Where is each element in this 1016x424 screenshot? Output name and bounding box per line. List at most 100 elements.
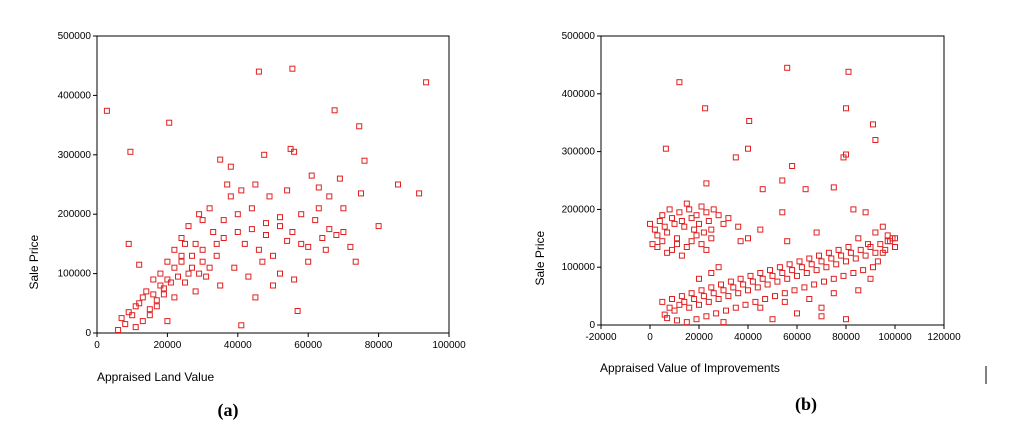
- scatter-point: [698, 287, 705, 294]
- scatter-point: [688, 238, 695, 245]
- scatter-point: [166, 119, 173, 126]
- scatter-point: [700, 229, 707, 236]
- scatter-point: [759, 186, 766, 193]
- panel-label: (a): [218, 400, 239, 421]
- scatter-point: [664, 249, 671, 256]
- x-tick-label: -20000: [585, 332, 617, 343]
- scatter-point: [838, 252, 845, 259]
- scatter-point: [720, 319, 727, 326]
- scatter-point: [784, 275, 791, 282]
- scatter-point: [125, 309, 132, 316]
- scatter-point: [874, 258, 881, 265]
- scatter-point: [710, 290, 717, 297]
- scatter-point: [678, 293, 685, 300]
- scatter-point: [865, 241, 871, 248]
- scatter-point: [103, 107, 110, 114]
- scatter-point: [813, 229, 820, 236]
- scatter-point: [669, 296, 675, 302]
- scatter-point: [862, 209, 869, 216]
- scatter-point: [705, 218, 712, 224]
- y-tick-label: 400000: [58, 90, 92, 101]
- scatter-point: [333, 232, 340, 238]
- scatter-point: [735, 223, 742, 230]
- scatter-point: [696, 220, 702, 227]
- scatter-point: [884, 232, 891, 239]
- scatter-point: [676, 301, 683, 308]
- scatter-point: [238, 322, 245, 329]
- y-tick-label: 0: [85, 328, 91, 339]
- scatter-point: [252, 294, 259, 301]
- scatter-point: [654, 244, 661, 250]
- scatter-point: [270, 282, 276, 289]
- scatter-point: [696, 301, 702, 308]
- scatter-point: [737, 238, 744, 245]
- scatter-point: [178, 235, 185, 241]
- scatter-point: [727, 278, 734, 285]
- scatter-point: [647, 220, 653, 227]
- scatter-point: [196, 211, 203, 218]
- y-tick-label: 0: [589, 320, 595, 331]
- y-tick-label: 300000: [58, 150, 92, 161]
- scatter-point: [713, 310, 720, 317]
- scatter-point: [678, 218, 685, 224]
- scatter-point: [255, 68, 262, 75]
- scatter-point: [686, 304, 693, 311]
- y-tick-label: 300000: [562, 147, 596, 158]
- scatter-point: [801, 284, 808, 291]
- scatter-point: [227, 193, 234, 200]
- scatter-point: [821, 278, 827, 285]
- scatter-point: [791, 287, 798, 294]
- scatter-point: [735, 290, 742, 297]
- chart-panel-b: -20000 0 20000 40000 60000 80000 100000 1200000…: [533, 31, 961, 415]
- scatter-point: [255, 246, 262, 253]
- scatter-point: [691, 226, 698, 233]
- scatter-point: [850, 270, 857, 276]
- scatter-point: [847, 249, 854, 256]
- scatter-point: [139, 294, 146, 301]
- scatter-point: [860, 267, 867, 274]
- scatter-point: [127, 148, 134, 155]
- scatter-point: [146, 306, 153, 313]
- scatter-point: [238, 187, 245, 194]
- scatter-point: [840, 272, 847, 279]
- scatter-point: [862, 252, 869, 259]
- scatter-point: [192, 240, 199, 247]
- scatter-point: [312, 217, 319, 224]
- scatter-point: [835, 246, 842, 253]
- scatter-point: [828, 255, 835, 262]
- scatter-point: [125, 240, 132, 247]
- x-tick-label: 0: [94, 340, 100, 351]
- scatter-point: [855, 235, 862, 242]
- scatter-point: [732, 304, 739, 311]
- scatter-point: [798, 264, 805, 271]
- scatter-point: [710, 206, 717, 213]
- scatter-point: [703, 313, 710, 320]
- scatter-point: [806, 255, 813, 262]
- scatter-point: [845, 244, 852, 250]
- scatter-point: [178, 252, 185, 259]
- scatter-point: [757, 270, 764, 276]
- scatter-point: [284, 237, 291, 244]
- scatter-point: [892, 244, 898, 250]
- scatter-point: [830, 184, 837, 191]
- scatter-point: [248, 226, 255, 233]
- scatter-point: [872, 249, 879, 256]
- scatter-point: [375, 223, 382, 230]
- scatter-point: [784, 238, 791, 245]
- scatter-point: [664, 229, 671, 236]
- scatter-point: [220, 235, 227, 241]
- scatter-point: [231, 264, 238, 271]
- scatter-point: [747, 272, 754, 279]
- scatter-point: [857, 246, 864, 253]
- scatter-point: [331, 107, 338, 114]
- scatter-point: [651, 226, 658, 233]
- scatter-point: [708, 235, 715, 242]
- scatter-point: [217, 156, 224, 163]
- scatter-point: [315, 205, 322, 212]
- scatter-point: [808, 261, 815, 268]
- scatter-point: [843, 316, 849, 323]
- y-axis-label: Sale Price: [27, 234, 41, 289]
- scatter-point: [227, 163, 234, 170]
- scatter-point: [789, 163, 796, 169]
- scatter-point: [852, 255, 859, 262]
